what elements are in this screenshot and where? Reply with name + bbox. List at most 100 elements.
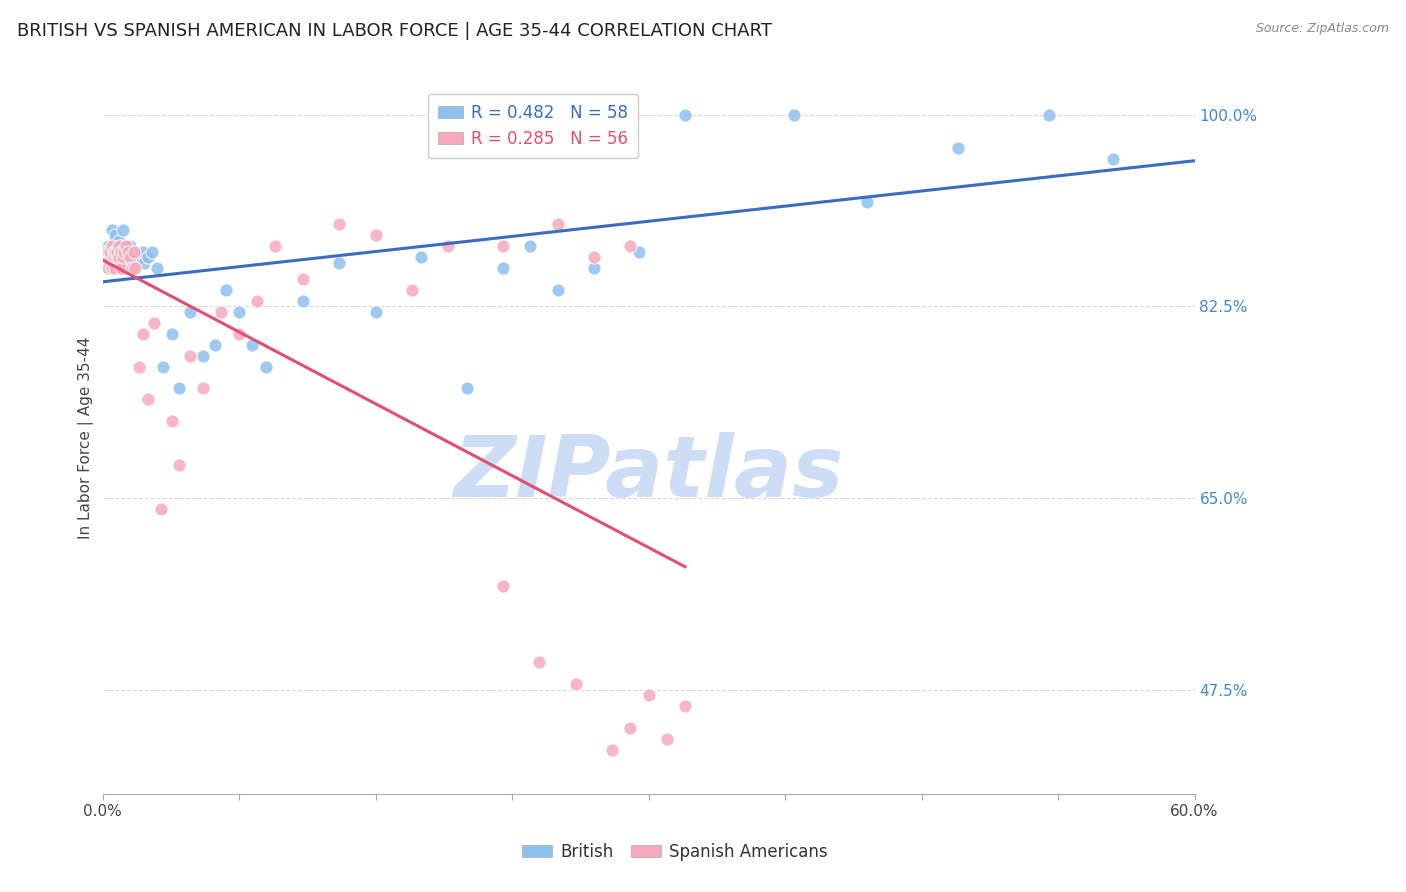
Point	[637, 688, 659, 702]
Point	[104, 244, 127, 259]
Point	[149, 502, 172, 516]
Point	[254, 359, 277, 374]
Point	[118, 250, 141, 264]
Point	[179, 305, 201, 319]
Point	[96, 244, 118, 259]
Point	[783, 108, 806, 122]
Point	[118, 239, 141, 253]
Point	[856, 195, 879, 210]
Point	[110, 250, 132, 264]
Point	[115, 239, 138, 253]
Point	[600, 743, 623, 757]
Point	[215, 283, 238, 297]
Point	[93, 244, 115, 259]
Point	[529, 655, 551, 669]
Point	[103, 234, 125, 248]
Point	[110, 244, 132, 259]
Point	[115, 260, 138, 275]
Point	[141, 244, 163, 259]
Point	[152, 359, 174, 374]
Point	[104, 244, 127, 259]
Point	[191, 382, 214, 396]
Point	[134, 255, 156, 269]
Point	[228, 305, 250, 319]
Point	[104, 260, 127, 275]
Point	[114, 244, 136, 259]
Point	[108, 244, 131, 259]
Point	[103, 260, 125, 275]
Point	[105, 239, 128, 253]
Point	[364, 228, 387, 243]
Point	[191, 349, 214, 363]
Point	[146, 260, 169, 275]
Legend: R = 0.482   N = 58, R = 0.285   N = 56: R = 0.482 N = 58, R = 0.285 N = 56	[427, 94, 638, 158]
Point	[492, 260, 515, 275]
Point	[103, 244, 125, 259]
Point	[117, 244, 139, 259]
Point	[582, 250, 605, 264]
Point	[437, 239, 460, 253]
Legend: British, Spanish Americans: British, Spanish Americans	[516, 837, 834, 868]
Point	[619, 721, 641, 735]
Point	[128, 359, 150, 374]
Point	[136, 392, 159, 407]
Point	[547, 217, 569, 231]
Point	[97, 260, 120, 275]
Point	[628, 244, 651, 259]
Point	[160, 326, 183, 341]
Point	[228, 326, 250, 341]
Point	[291, 272, 314, 286]
Point	[104, 228, 127, 243]
Point	[160, 414, 183, 428]
Point	[167, 458, 190, 472]
Point	[98, 244, 121, 259]
Point	[108, 234, 131, 248]
Point	[108, 239, 131, 253]
Point	[209, 305, 232, 319]
Point	[110, 260, 132, 275]
Point	[492, 578, 515, 592]
Point	[105, 250, 128, 264]
Point	[117, 244, 139, 259]
Point	[401, 283, 423, 297]
Point	[124, 260, 146, 275]
Point	[110, 239, 132, 253]
Point	[111, 250, 134, 264]
Text: Source: ZipAtlas.com: Source: ZipAtlas.com	[1256, 22, 1389, 36]
Point	[98, 250, 121, 264]
Point	[492, 239, 515, 253]
Point	[136, 250, 159, 264]
Point	[111, 223, 134, 237]
Point	[328, 255, 350, 269]
Point	[240, 337, 263, 351]
Point	[98, 250, 121, 264]
Point	[204, 337, 226, 351]
Point	[264, 239, 287, 253]
Point	[456, 382, 478, 396]
Point	[364, 305, 387, 319]
Point	[1038, 108, 1060, 122]
Point	[582, 260, 605, 275]
Point	[108, 250, 131, 264]
Point	[946, 140, 969, 154]
Point	[122, 244, 145, 259]
Point	[291, 293, 314, 308]
Point	[673, 108, 696, 122]
Point	[111, 244, 134, 259]
Point	[179, 349, 201, 363]
Point	[114, 250, 136, 264]
Point	[96, 250, 118, 264]
Text: ZIPatlas: ZIPatlas	[454, 432, 844, 515]
Point	[97, 244, 120, 259]
Text: BRITISH VS SPANISH AMERICAN IN LABOR FORCE | AGE 35-44 CORRELATION CHART: BRITISH VS SPANISH AMERICAN IN LABOR FOR…	[17, 22, 772, 40]
Point	[115, 239, 138, 253]
Point	[121, 260, 143, 275]
Point	[619, 239, 641, 253]
Point	[110, 260, 132, 275]
Point	[565, 677, 588, 691]
Point	[121, 250, 143, 264]
Point	[519, 239, 541, 253]
Point	[131, 326, 153, 341]
Point	[655, 731, 678, 746]
Point	[105, 260, 128, 275]
